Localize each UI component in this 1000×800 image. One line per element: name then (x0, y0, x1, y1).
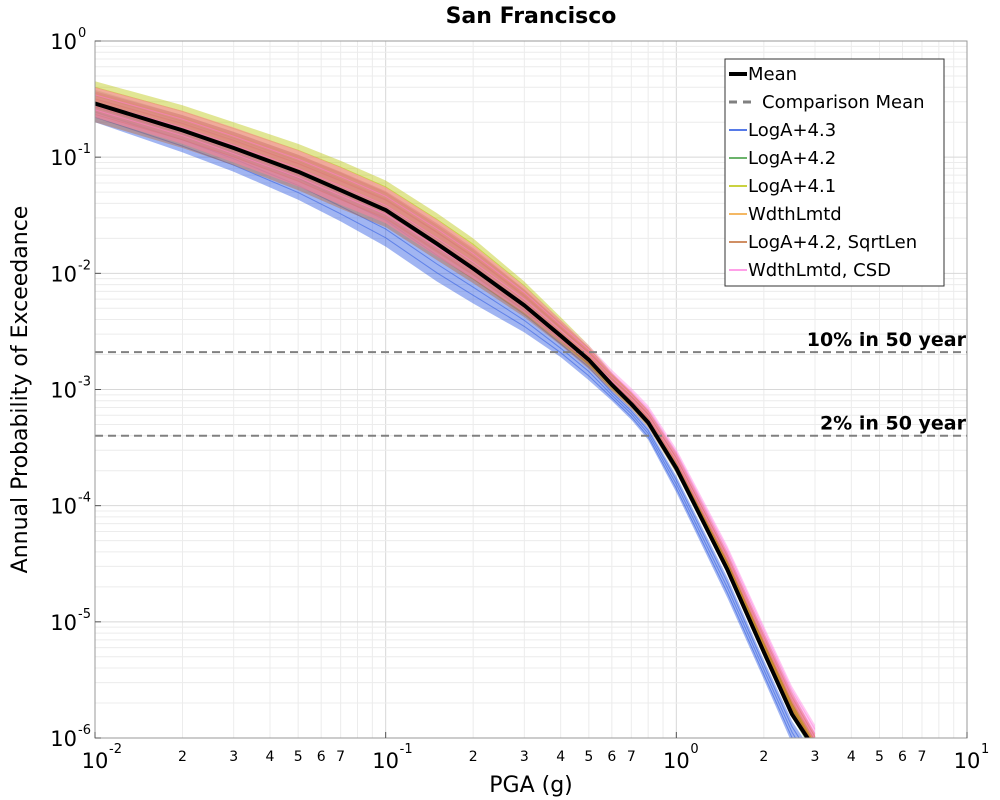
y-tick-exponent: -1 (78, 142, 91, 157)
x-minor-tick-label: 7 (336, 749, 345, 765)
x-minor-tick-label: 7 (918, 749, 927, 765)
reference-lines: 10% in 50 year 2% in 50 year (95, 329, 967, 437)
strand-wdthlmtd-csd (95, 101, 816, 735)
x-minor-tick-label: 3 (811, 749, 820, 765)
x-tick-exponent: 1 (981, 742, 989, 757)
legend-box (724, 58, 945, 287)
chart-title: San Francisco (446, 4, 617, 29)
series-mean-line (95, 101, 810, 738)
x-minor-tick-label: 6 (898, 749, 907, 765)
x-tick-exponent: -1 (400, 742, 413, 757)
y-tick-label: 10 (50, 30, 77, 54)
x-axis-label: PGA (g) (489, 773, 573, 798)
x-tick-exponent: 0 (690, 742, 698, 757)
x-minor-tick-label: 6 (317, 749, 326, 765)
y-axis-label: Annual Probability of Exceedance (8, 206, 33, 574)
x-minor-tick-label: 4 (266, 749, 275, 765)
x-minor-tick-label: 2 (178, 749, 187, 765)
y-tick-exponent: -6 (78, 723, 91, 738)
y-tick-exponent: -5 (78, 607, 91, 622)
mean-line (95, 101, 810, 738)
reference-line-label: 2% in 50 year (820, 413, 967, 435)
y-tick-exponent: -2 (78, 258, 91, 273)
strand-loga-4-3 (95, 116, 793, 738)
legend-label: LogA+4.2 (748, 148, 836, 169)
x-minor-tick-label: 5 (875, 749, 884, 765)
legend-label: WdthLmtd (748, 204, 842, 225)
legend-label: LogA+4.2, SqrtLen (748, 232, 917, 253)
y-tick-label: 10 (50, 146, 77, 170)
x-tick-label: 10 (954, 749, 981, 773)
y-tick-label: 10 (50, 727, 77, 751)
y-tick-exponent: 0 (78, 26, 86, 41)
x-tick-label: 10 (372, 749, 399, 773)
legend-label: WdthLmtd, CSD (748, 260, 891, 281)
y-tick-label: 10 (50, 495, 77, 519)
x-minor-tick-label: 3 (229, 749, 238, 765)
x-tick-label: 10 (82, 749, 109, 773)
x-minor-tick-label: 4 (556, 749, 565, 765)
legend-label: Comparison Mean (762, 92, 925, 113)
y-tick-label: 10 (50, 611, 77, 635)
x-minor-tick-label: 5 (294, 749, 303, 765)
strand-loga-4-3 (95, 111, 797, 738)
strand-wdthlmtd-csd (95, 94, 816, 730)
x-minor-tick-label: 2 (469, 749, 478, 765)
x-tick-label: 10 (663, 749, 690, 773)
reference-line-label: 10% in 50 year (807, 329, 967, 351)
y-tick-exponent: -3 (78, 375, 91, 390)
y-tick-label: 10 (50, 262, 77, 286)
x-minor-tick-label: 5 (584, 749, 593, 765)
legend-label: LogA+4.1 (748, 176, 836, 197)
legend-label: LogA+4.3 (748, 120, 836, 141)
x-minor-tick-label: 2 (759, 749, 768, 765)
x-minor-tick-label: 7 (627, 749, 636, 765)
y-tick-exponent: -4 (78, 491, 91, 506)
x-minor-tick-label: 6 (607, 749, 616, 765)
strand-loga-4-3 (95, 106, 800, 738)
x-minor-tick-label: 4 (847, 749, 856, 765)
legend: Mean Comparison Mean LogA+4.3 LogA+4.2 LogA+… (724, 58, 945, 287)
y-tick-label: 10 (50, 379, 77, 403)
x-tick-exponent: -2 (109, 742, 122, 757)
x-minor-tick-label: 3 (520, 749, 529, 765)
x-axis-ticks: 10 -2 10 -1 10 0 10 12 3 4 5 6 7 2 3 4 5 6 7 2 3 4 5 6 7 (82, 732, 989, 773)
legend-label: Mean (748, 64, 797, 85)
